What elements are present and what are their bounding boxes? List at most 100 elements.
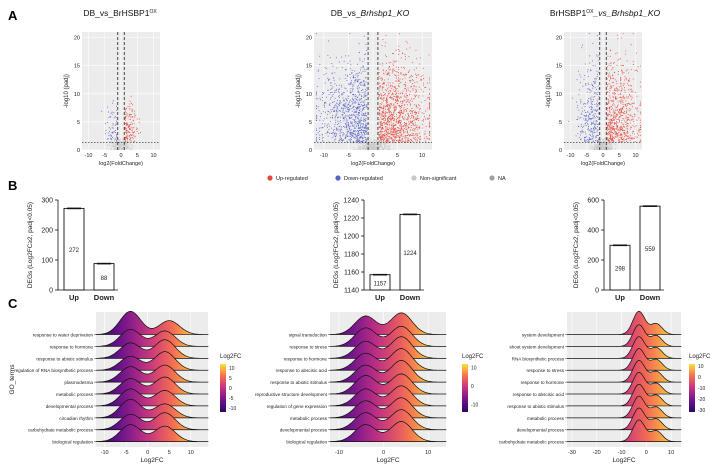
point-down: [338, 121, 340, 123]
point-up: [389, 69, 391, 71]
point-up: [390, 84, 392, 86]
point-down: [332, 101, 334, 103]
point-nonsig: [117, 145, 119, 146]
point-up: [130, 121, 132, 123]
point-up: [610, 106, 612, 108]
point-down: [596, 131, 598, 133]
point-down: [318, 78, 320, 80]
point-up: [606, 90, 608, 92]
point-down: [360, 82, 362, 84]
point-nonsig: [123, 143, 124, 145]
point-down: [589, 112, 591, 114]
go-term-label: RNA biosynthetic process: [512, 356, 565, 361]
point-up: [606, 72, 608, 74]
point-up: [416, 81, 418, 83]
point-down: [349, 125, 351, 127]
point-down: [341, 84, 343, 86]
point-up: [384, 120, 386, 122]
point-down: [345, 110, 347, 112]
point-down: [586, 91, 588, 93]
point-nonsig: [591, 145, 593, 147]
point-up: [400, 100, 402, 102]
point-down: [597, 104, 599, 106]
point-up: [408, 101, 410, 103]
point-down: [329, 112, 331, 114]
point-up: [392, 52, 394, 54]
point-nonsig: [361, 147, 363, 149]
point-up: [404, 128, 406, 130]
point-down: [354, 131, 356, 133]
point-nonsig: [119, 146, 121, 148]
point-up: [407, 126, 409, 128]
point-up: [619, 136, 621, 138]
point-down: [335, 119, 337, 121]
point-up: [391, 87, 393, 89]
point-up: [429, 103, 431, 105]
x-tick-label: 0: [371, 153, 374, 159]
point-down: [359, 93, 361, 95]
point-down: [339, 135, 341, 137]
point-up: [380, 123, 382, 125]
point-up: [634, 141, 636, 143]
point-up: [380, 92, 382, 94]
point-up: [378, 134, 380, 136]
point-down: [330, 98, 332, 100]
point-up: [395, 129, 397, 131]
point-nonsig: [605, 148, 606, 150]
point-nonsig: [373, 141, 375, 143]
point-down: [334, 106, 336, 108]
point-up: [421, 101, 423, 103]
point-up: [389, 82, 391, 84]
point-down: [352, 132, 354, 134]
point-down: [363, 124, 365, 126]
point-up: [398, 132, 400, 134]
point-nonsig: [378, 139, 380, 141]
point-up: [609, 110, 611, 112]
point-down: [355, 111, 357, 113]
point-down: [333, 106, 335, 108]
point-up: [393, 95, 395, 97]
point-up: [610, 139, 612, 141]
point-up: [402, 138, 404, 140]
point-up: [385, 69, 387, 71]
point-down: [345, 124, 347, 126]
point-down: [352, 88, 354, 90]
point-nonsig: [603, 139, 604, 141]
point-up: [389, 115, 391, 117]
point-down: [591, 111, 593, 113]
point-up: [632, 78, 634, 80]
point-down: [578, 117, 580, 119]
point-nonsig: [369, 139, 371, 141]
point-nonsig: [358, 146, 360, 148]
point-down: [584, 106, 586, 108]
point-up: [131, 109, 133, 111]
point-up: [392, 86, 394, 88]
point-nonsig: [611, 144, 613, 146]
x-tick-label: 10: [668, 450, 674, 456]
point-down: [588, 84, 590, 86]
point-down: [335, 122, 337, 124]
legend-title: Log2FC: [462, 354, 484, 360]
ridge-density: [95, 329, 209, 347]
point-up: [383, 83, 385, 85]
point-up: [389, 104, 391, 106]
point-down: [356, 96, 358, 98]
point-up: [626, 134, 628, 136]
point-up: [621, 139, 623, 141]
point-nonsig: [125, 143, 127, 145]
ridge-density: [566, 310, 682, 335]
point-up: [132, 131, 134, 133]
point-up: [403, 104, 405, 106]
point-down: [319, 64, 321, 66]
point-up: [394, 60, 396, 62]
point-up: [388, 84, 390, 86]
point-up: [387, 133, 389, 135]
point-up: [616, 122, 618, 124]
point-up: [415, 112, 417, 114]
point-up: [607, 69, 609, 71]
point-nonsig: [376, 139, 377, 141]
point-down: [351, 122, 353, 124]
point-up: [408, 121, 410, 123]
point-up: [619, 134, 621, 136]
point-up: [379, 134, 381, 136]
